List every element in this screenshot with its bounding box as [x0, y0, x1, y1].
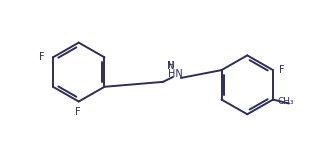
- Text: F: F: [39, 52, 45, 62]
- Text: H: H: [168, 61, 174, 70]
- Text: N: N: [167, 61, 175, 71]
- Text: F: F: [75, 107, 81, 117]
- Text: HN: HN: [168, 69, 182, 79]
- Text: CH₃: CH₃: [278, 97, 295, 106]
- Text: F: F: [279, 65, 285, 75]
